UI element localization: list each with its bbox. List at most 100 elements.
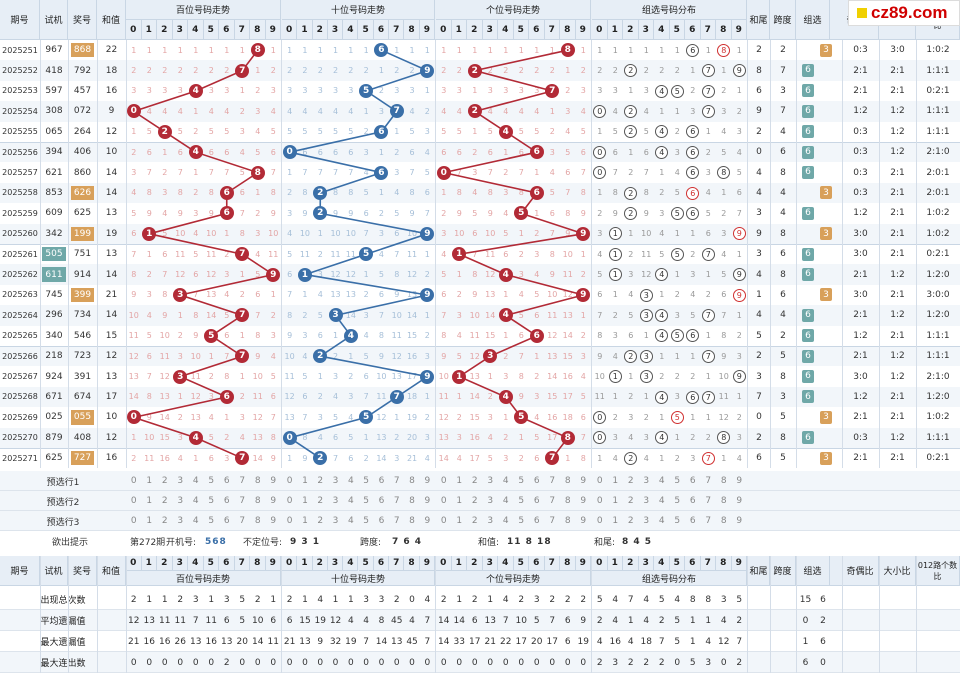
- preselect-digit[interactable]: 7: [239, 496, 246, 506]
- tail-header[interactable]: 和尾: [748, 0, 770, 40]
- preselect-digit[interactable]: 2: [317, 496, 324, 506]
- preselect-digit[interactable]: 5: [518, 476, 525, 486]
- preselect-digit[interactable]: 6: [689, 496, 696, 506]
- preselect-digit[interactable]: 3: [332, 476, 339, 486]
- footer-period-header[interactable]: 期号: [0, 556, 40, 586]
- preselect-digit[interactable]: 0: [596, 476, 603, 486]
- preselect-digit[interactable]: 3: [487, 476, 494, 486]
- table-row[interactable]: [0, 407, 960, 428]
- table-row[interactable]: [0, 325, 960, 346]
- preselect-digit[interactable]: 9: [580, 496, 587, 506]
- preselect-digit[interactable]: 1: [302, 516, 308, 526]
- footer-odd-even-header[interactable]: 奇偶比: [842, 556, 879, 586]
- preselect-digit[interactable]: 0: [130, 476, 137, 486]
- preselect-digit[interactable]: 9: [270, 496, 277, 506]
- preselect-digit[interactable]: 4: [502, 516, 509, 526]
- zuxuan-header[interactable]: 组选: [796, 0, 830, 40]
- preselect-digit[interactable]: 9: [424, 476, 431, 486]
- footer-big-small-header[interactable]: 大小比: [879, 556, 916, 586]
- preselect-digit[interactable]: 2: [471, 516, 478, 526]
- table-row[interactable]: [0, 182, 960, 204]
- preselect-digit[interactable]: 8: [720, 516, 727, 526]
- preselect-digit[interactable]: 2: [627, 496, 634, 506]
- 期号-header[interactable]: 期号: [0, 0, 40, 40]
- preselect-digit[interactable]: 4: [192, 516, 199, 526]
- preselect-digit[interactable]: 8: [409, 516, 415, 526]
- preselect-digit[interactable]: 5: [363, 496, 370, 506]
- preselect-digit[interactable]: 2: [627, 516, 634, 526]
- preselect-digit[interactable]: 7: [705, 516, 712, 526]
- preselect-row[interactable]: [0, 491, 960, 511]
- preselect-row[interactable]: [0, 471, 960, 491]
- preselect-digit[interactable]: 9: [424, 496, 431, 506]
- table-row[interactable]: [0, 386, 960, 408]
- preselect-digit[interactable]: 5: [363, 476, 370, 486]
- prize-header[interactable]: 奖号: [68, 0, 97, 40]
- preselect-digit[interactable]: 1: [146, 476, 153, 486]
- preselect-digit[interactable]: 8: [720, 496, 727, 506]
- footer-sum-header[interactable]: 和值: [97, 556, 126, 586]
- preselect-digit[interactable]: 5: [674, 496, 681, 506]
- preselect-digit[interactable]: 6: [223, 496, 230, 506]
- preselect-digit[interactable]: 5: [674, 516, 681, 526]
- preselect-digit[interactable]: 0: [130, 516, 137, 526]
- sum-header[interactable]: 和值: [97, 0, 126, 40]
- preselect-digit[interactable]: 5: [518, 516, 525, 526]
- preselect-digit[interactable]: 8: [564, 516, 571, 526]
- preselect-digit[interactable]: 0: [440, 496, 447, 506]
- preselect-digit[interactable]: 0: [596, 496, 603, 506]
- preselect-digit[interactable]: 4: [658, 476, 665, 486]
- preselect-digit[interactable]: 8: [720, 476, 727, 486]
- preselect-digit[interactable]: 1: [146, 516, 153, 526]
- preselect-digit[interactable]: 1: [456, 516, 463, 526]
- preselect-digit[interactable]: 3: [643, 476, 650, 486]
- preselect-digit[interactable]: 2: [161, 496, 168, 506]
- table-row[interactable]: [0, 264, 960, 285]
- preselect-digit[interactable]: 9: [736, 496, 743, 506]
- preselect-digit[interactable]: 0: [596, 516, 603, 526]
- preselect-digit[interactable]: 7: [549, 496, 556, 506]
- preselect-digit[interactable]: 7: [393, 516, 400, 526]
- preselect-digit[interactable]: 5: [208, 476, 215, 486]
- preselect-digit[interactable]: 3: [643, 496, 650, 506]
- preselect-digit[interactable]: 1: [612, 516, 619, 526]
- preselect-digit[interactable]: 7: [393, 496, 400, 506]
- preselect-digit[interactable]: 3: [643, 516, 650, 526]
- preselect-digit[interactable]: 3: [487, 496, 494, 506]
- preselect-digit[interactable]: 0: [130, 496, 137, 506]
- preselect-digit[interactable]: 2: [161, 516, 168, 526]
- preselect-digit[interactable]: 4: [658, 496, 665, 506]
- preselect-digit[interactable]: 8: [564, 476, 571, 486]
- table-row[interactable]: [0, 284, 960, 306]
- preselect-digit[interactable]: 7: [549, 516, 556, 526]
- preselect-digit[interactable]: 6: [378, 476, 385, 486]
- preselect-digit[interactable]: 6: [689, 476, 696, 486]
- preselect-digit[interactable]: 6: [533, 496, 540, 506]
- preselect-digit[interactable]: 3: [332, 496, 339, 506]
- footer-prize-header[interactable]: 奖号: [68, 556, 97, 586]
- preselect-digit[interactable]: 6: [378, 496, 385, 506]
- preselect-digit[interactable]: 2: [161, 476, 168, 486]
- preselect-digit[interactable]: 5: [363, 516, 370, 526]
- preselect-digit[interactable]: 7: [239, 516, 246, 526]
- preselect-digit[interactable]: 4: [502, 496, 509, 506]
- preselect-digit[interactable]: 2: [317, 476, 324, 486]
- preselect-digit[interactable]: 1: [612, 476, 619, 486]
- preselect-digit[interactable]: 6: [378, 516, 385, 526]
- span-header[interactable]: 跨度: [770, 0, 796, 40]
- preselect-digit[interactable]: 4: [347, 516, 354, 526]
- table-row[interactable]: [0, 80, 960, 102]
- preselect-digit[interactable]: 4: [192, 476, 199, 486]
- preselect-digit[interactable]: 6: [223, 476, 230, 486]
- preselect-digit[interactable]: 0: [440, 476, 447, 486]
- preselect-digit[interactable]: 0: [440, 516, 447, 526]
- footer-mod012-header[interactable]: 012路个数比: [916, 556, 960, 586]
- preselect-digit[interactable]: 1: [146, 496, 153, 506]
- preselect-digit[interactable]: 4: [502, 476, 509, 486]
- site-logo[interactable]: cz89.com: [848, 0, 960, 26]
- preselect-digit[interactable]: 6: [533, 476, 540, 486]
- preselect-digit[interactable]: 8: [564, 496, 571, 506]
- preselect-digit[interactable]: 4: [658, 516, 665, 526]
- footer-trial-header[interactable]: 试机: [40, 556, 68, 586]
- preselect-row[interactable]: [0, 511, 960, 531]
